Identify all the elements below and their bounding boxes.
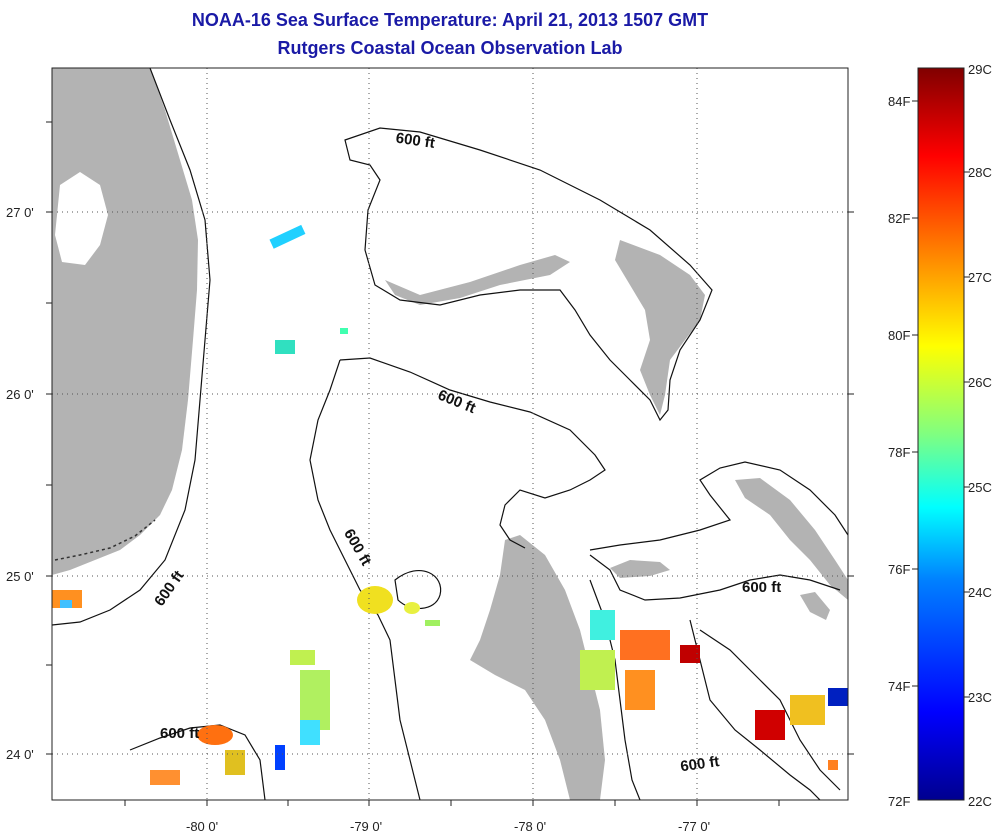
colorbar-f-label: 82F (888, 211, 910, 226)
colorbar-f-label: 80F (888, 328, 910, 343)
colorbar-f-label: 74F (888, 679, 910, 694)
sst-data-patches (52, 224, 848, 785)
eleuthera-land (735, 478, 848, 600)
andros-land (470, 535, 605, 800)
map-title: NOAA-16 Sea Surface Temperature: April 2… (191, 10, 709, 30)
colorbar-c-label: 26C (968, 375, 992, 390)
colorbar-f-label: 72F (888, 794, 910, 809)
y-tick-label: 26 0' (6, 387, 34, 402)
graticule (52, 68, 848, 800)
colorbar-c-label: 25C (968, 480, 992, 495)
colorbar-c-label: 28C (968, 165, 992, 180)
colorbar-c-label: 29C (968, 62, 992, 77)
map-subtitle: Rutgers Coastal Ocean Observation Lab (277, 38, 623, 58)
colorbar-ticks (912, 100, 970, 698)
lake-okeechobee (55, 172, 108, 265)
axis-ticks (46, 121, 854, 806)
new-providence-land (610, 560, 670, 578)
exuma-land (800, 592, 830, 620)
y-tick-label: 27 0' (6, 205, 34, 220)
x-tick-label: -78 0' (514, 819, 546, 834)
x-tick-label: -80 0' (186, 819, 218, 834)
contour-label-600ft: 600 ft (679, 753, 720, 775)
x-tick-label: -79 0' (350, 819, 382, 834)
y-tick-label: 25 0' (6, 569, 34, 584)
colorbar-c-label: 24C (968, 585, 992, 600)
abaco-land (615, 240, 705, 415)
colorbar-c-label: 22C (968, 794, 992, 809)
colorbar-c-label: 23C (968, 690, 992, 705)
grand-bahama-land (385, 255, 570, 305)
contour-label-600ft: 600 ft (395, 130, 436, 152)
contour-label-600ft: 600 ft (742, 579, 781, 596)
map-frame (51, 67, 849, 801)
contour-label-600ft: 600 ft (160, 725, 199, 742)
x-tick-label: -77 0' (678, 819, 710, 834)
colorbar-f-label: 84F (888, 94, 910, 109)
colorbar-f-label: 76F (888, 562, 910, 577)
y-tick-label: 24 0' (6, 747, 34, 762)
colorbar-f-label: 78F (888, 445, 910, 460)
florida-keys (54, 519, 156, 561)
colorbar-c-label: 27C (968, 270, 992, 285)
colorbar (917, 67, 965, 801)
